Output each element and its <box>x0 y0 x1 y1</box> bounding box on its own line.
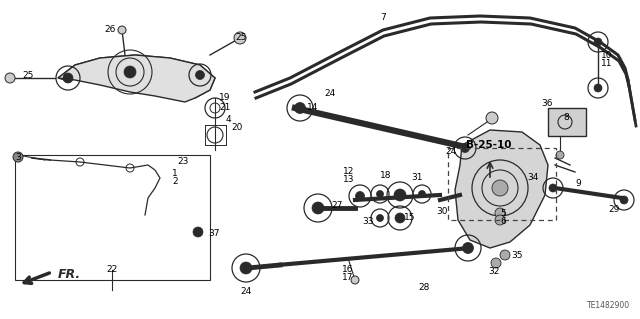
Text: 36: 36 <box>541 99 553 108</box>
Circle shape <box>461 144 470 152</box>
Text: 2: 2 <box>172 177 178 187</box>
Circle shape <box>463 242 474 254</box>
Bar <box>548 108 586 136</box>
Text: 21: 21 <box>220 102 230 112</box>
Text: 30: 30 <box>436 207 448 217</box>
Text: 28: 28 <box>419 283 429 292</box>
Circle shape <box>620 196 628 204</box>
Text: 6: 6 <box>500 217 506 226</box>
Polygon shape <box>58 55 215 98</box>
Text: 23: 23 <box>177 157 189 166</box>
Circle shape <box>556 151 564 159</box>
Text: 33: 33 <box>362 218 374 226</box>
Text: 14: 14 <box>307 102 319 112</box>
Text: 17: 17 <box>342 273 354 283</box>
Circle shape <box>351 276 359 284</box>
Text: 8: 8 <box>563 114 569 122</box>
Text: 29: 29 <box>608 205 620 214</box>
Text: 24: 24 <box>324 90 335 99</box>
Text: 12: 12 <box>343 167 355 175</box>
Text: 18: 18 <box>380 170 392 180</box>
Text: FR.: FR. <box>58 268 81 280</box>
Text: 26: 26 <box>104 26 116 34</box>
Circle shape <box>13 152 23 162</box>
Circle shape <box>376 214 383 221</box>
Text: 25: 25 <box>22 71 34 80</box>
Circle shape <box>294 102 305 114</box>
Circle shape <box>495 208 505 218</box>
Circle shape <box>500 250 510 260</box>
Circle shape <box>419 190 426 197</box>
Circle shape <box>594 38 602 46</box>
Circle shape <box>486 112 498 124</box>
Text: 24: 24 <box>445 147 456 157</box>
Text: 22: 22 <box>106 264 118 273</box>
Text: 34: 34 <box>527 173 539 182</box>
Text: 10: 10 <box>601 50 612 60</box>
Text: 13: 13 <box>343 174 355 183</box>
Text: 25: 25 <box>236 33 246 42</box>
Polygon shape <box>455 130 548 248</box>
Circle shape <box>395 213 405 223</box>
Text: 7: 7 <box>380 13 386 23</box>
Text: 1: 1 <box>172 169 178 179</box>
Text: 24: 24 <box>241 286 252 295</box>
Text: 19: 19 <box>220 93 231 101</box>
Circle shape <box>234 32 246 44</box>
Bar <box>15 155 210 280</box>
Circle shape <box>492 180 508 196</box>
Text: 27: 27 <box>332 202 342 211</box>
Circle shape <box>394 189 406 201</box>
Circle shape <box>495 215 505 225</box>
Text: 4: 4 <box>225 115 231 123</box>
Text: 11: 11 <box>601 58 612 68</box>
Circle shape <box>549 184 557 192</box>
Polygon shape <box>58 55 215 102</box>
Text: 31: 31 <box>412 173 423 182</box>
Text: 5: 5 <box>500 209 506 218</box>
Circle shape <box>118 26 126 34</box>
Text: 37: 37 <box>208 228 220 238</box>
Text: 32: 32 <box>488 268 500 277</box>
Text: B-25-10: B-25-10 <box>466 140 511 150</box>
Text: 15: 15 <box>404 213 416 222</box>
Text: TE1482900: TE1482900 <box>587 301 630 310</box>
Circle shape <box>5 73 15 83</box>
Circle shape <box>124 66 136 78</box>
Circle shape <box>355 191 365 201</box>
Circle shape <box>594 84 602 92</box>
Circle shape <box>376 190 383 197</box>
Circle shape <box>240 262 252 274</box>
Circle shape <box>193 227 203 237</box>
Text: 3: 3 <box>15 153 21 162</box>
Text: 20: 20 <box>231 122 243 131</box>
Circle shape <box>195 70 205 79</box>
Circle shape <box>312 202 324 214</box>
Circle shape <box>63 73 73 83</box>
Text: 16: 16 <box>342 265 354 275</box>
Circle shape <box>491 258 501 268</box>
Text: 35: 35 <box>511 250 523 259</box>
Text: 9: 9 <box>575 180 581 189</box>
Bar <box>448 148 556 220</box>
